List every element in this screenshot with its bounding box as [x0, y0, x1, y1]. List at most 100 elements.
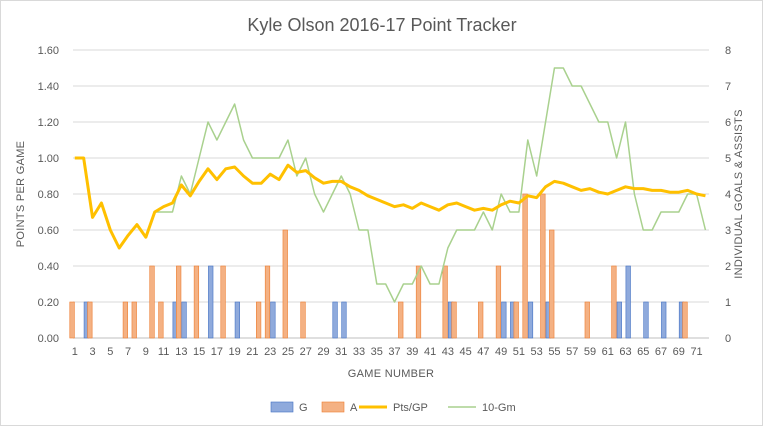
x-tick-label: 5	[107, 346, 113, 358]
y-tick-label: 1.00	[38, 153, 59, 165]
x-tick-label: 3	[89, 346, 95, 358]
x-tick-label: 49	[495, 346, 507, 358]
goal-bar	[643, 301, 649, 339]
y-tick-label: 0.60	[38, 225, 59, 237]
x-tick-label: 7	[125, 346, 131, 358]
goal-bar	[661, 301, 667, 339]
goal-bar	[181, 301, 187, 339]
assist-bar	[149, 265, 155, 339]
x-tick-label: 15	[193, 346, 205, 358]
assist-bar	[495, 265, 502, 339]
y-tick-label: 0.80	[38, 189, 59, 201]
legend: G A Pts/GP 10-Gm	[270, 401, 516, 414]
x-tick-label: 71	[690, 346, 702, 358]
x-tick-label: 27	[300, 346, 312, 358]
y2-tick-label: 5	[725, 153, 731, 165]
x-tick-label: 25	[282, 346, 294, 358]
lines-layer	[74, 67, 707, 303]
assist-bar	[69, 301, 75, 339]
y-tick-label: 1.20	[38, 117, 59, 129]
x-tick-label: 57	[566, 346, 578, 358]
chart-title: Kyle Olson 2016-17 Point Tracker	[247, 15, 516, 35]
assist-bar	[264, 265, 271, 339]
x-tick-label: 17	[211, 346, 223, 358]
y2-tick-label: 8	[725, 45, 731, 57]
y2-tick-label: 2	[725, 261, 731, 273]
assist-bar	[611, 265, 617, 339]
x-axis-title: GAME NUMBER	[348, 368, 434, 380]
ten-game-line	[154, 67, 707, 303]
assist-bar	[513, 301, 519, 339]
assist-bar	[176, 265, 182, 339]
y-axis-title: POINTS PER GAME	[15, 141, 27, 248]
x-tick-label: 67	[655, 346, 667, 358]
bars-layer	[69, 193, 688, 339]
assist-bar	[193, 265, 200, 339]
assist-bar	[87, 301, 93, 339]
goal-bar	[234, 301, 240, 339]
x-tick-label: 1	[72, 346, 78, 358]
x-tick-label: 51	[513, 346, 525, 358]
assist-bar	[415, 265, 422, 339]
assist-bar	[220, 265, 226, 339]
assist-bar	[122, 301, 128, 339]
y2-tick-label: 0	[725, 333, 731, 345]
x-tick-label: 61	[602, 346, 614, 358]
tick-labels: 0.000.200.400.600.801.001.201.401.600123…	[38, 45, 732, 358]
assist-bar	[540, 193, 546, 339]
assist-bar	[398, 301, 404, 339]
x-tick-label: 69	[673, 346, 685, 358]
x-tick-label: 37	[388, 346, 400, 358]
x-tick-label: 35	[371, 346, 383, 358]
assist-bar	[256, 301, 262, 339]
assist-bar	[682, 301, 688, 339]
y-tick-label: 0.40	[38, 261, 59, 273]
goal-bar	[527, 301, 534, 339]
x-tick-label: 63	[619, 346, 631, 358]
y-tick-label: 0.00	[38, 333, 59, 345]
goal-bar	[501, 301, 507, 339]
x-tick-label: 45	[459, 346, 471, 358]
x-tick-label: 9	[143, 346, 149, 358]
goal-bar	[625, 265, 631, 339]
assist-bar	[282, 229, 288, 339]
y2-tick-label: 3	[725, 225, 731, 237]
y2-tick-label: 4	[725, 189, 731, 201]
goal-bar	[616, 301, 622, 339]
y2-tick-label: 1	[725, 297, 731, 309]
assist-bar	[442, 265, 448, 339]
x-tick-label: 23	[264, 346, 276, 358]
goal-bar	[208, 265, 214, 339]
assist-bar	[584, 301, 590, 339]
legend-label: 10-Gm	[482, 402, 516, 414]
x-tick-label: 43	[442, 346, 454, 358]
x-tick-label: 11	[158, 346, 169, 358]
x-tick-label: 59	[584, 346, 596, 358]
assist-bar	[451, 301, 457, 339]
x-tick-label: 39	[406, 346, 418, 358]
y-tick-label: 0.20	[38, 297, 59, 309]
x-tick-label: 53	[531, 346, 543, 358]
x-tick-label: 31	[335, 346, 347, 358]
assist-bar	[158, 301, 164, 339]
x-tick-label: 55	[548, 346, 560, 358]
legend-label: Pts/GP	[393, 402, 428, 414]
y-tick-label: 1.40	[38, 81, 59, 93]
x-tick-label: 21	[246, 346, 258, 358]
goal-bar	[341, 301, 347, 339]
x-tick-label: 47	[477, 346, 489, 358]
assist-bar	[522, 193, 528, 339]
assist-bar	[300, 301, 306, 339]
assist-bar	[478, 301, 484, 339]
legend-swatch	[321, 401, 345, 413]
x-tick-label: 19	[229, 346, 241, 358]
x-tick-label: 33	[353, 346, 365, 358]
y2-axis-title: INDIVIDUAL GOALS & ASSISTS	[733, 109, 745, 278]
legend-label: G	[299, 402, 308, 414]
x-tick-label: 13	[175, 346, 187, 358]
legend-swatch	[270, 401, 294, 413]
assist-bar	[131, 301, 137, 339]
goal-bar	[332, 301, 338, 339]
